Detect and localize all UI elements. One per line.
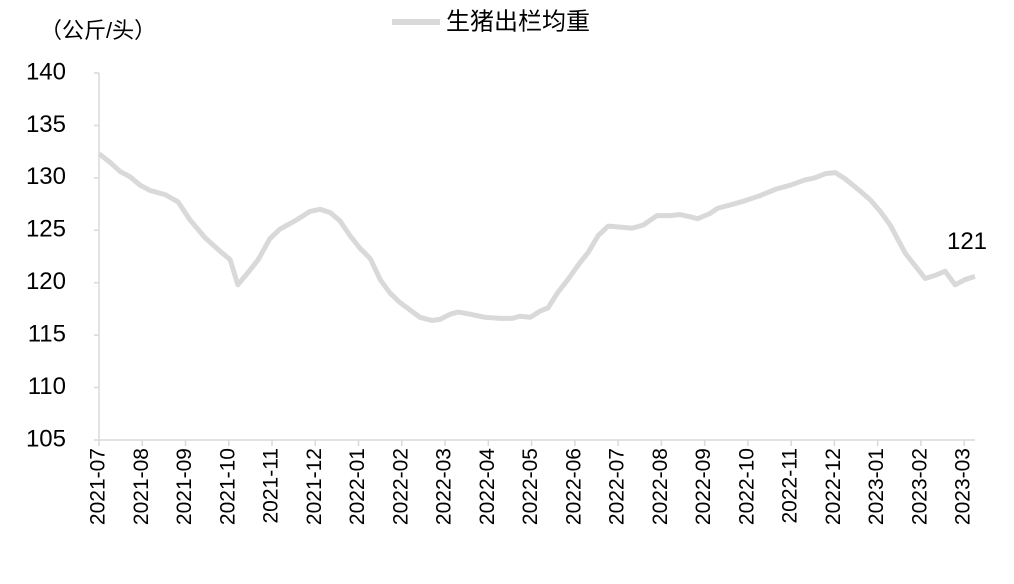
x-tick-label: 2023-03 <box>952 448 975 525</box>
x-tick-label: 2022-05 <box>519 448 542 525</box>
x-tick-label: 2022-12 <box>822 448 845 525</box>
x-tick-label: 2021-11 <box>260 448 283 524</box>
y-tick-label: 130 <box>26 163 66 190</box>
x-tick-label: 2022-06 <box>562 448 585 525</box>
x-tick-label: 2023-02 <box>908 448 931 525</box>
x-tick-label: 2022-01 <box>346 448 369 525</box>
x-tick-label: 2022-04 <box>476 448 499 525</box>
x-tick-label: 2022-11 <box>779 448 802 524</box>
annotation: 121 <box>947 228 987 255</box>
x-tick-label: 2022-02 <box>389 448 412 525</box>
x-tick-label: 2022-09 <box>692 448 715 525</box>
x-tick-label: 2022-08 <box>649 448 672 525</box>
x-tick-label: 2022-03 <box>433 448 456 525</box>
x-tick-label: 2022-07 <box>606 448 629 525</box>
y-tick-label: 110 <box>28 373 66 400</box>
y-tick-label: 105 <box>26 425 66 452</box>
y-axis-label: （公斤/头） <box>40 18 156 43</box>
x-tick-label: 2021-07 <box>87 448 110 525</box>
y-tick-label: 135 <box>26 111 66 138</box>
y-tick-label: 120 <box>26 268 66 295</box>
x-tick-label: 2021-09 <box>173 448 196 525</box>
x-tick-label: 2023-01 <box>865 448 888 525</box>
y-tick-label: 125 <box>26 216 66 243</box>
y-tick-label: 115 <box>28 320 66 347</box>
data-line <box>97 151 976 323</box>
x-tick-label: 2021-12 <box>303 448 326 525</box>
x-tick-label: 2022-10 <box>735 448 758 525</box>
x-tick-label: 2021-08 <box>130 448 153 525</box>
y-tick-label: 140 <box>26 58 66 85</box>
x-tick-label: 2021-10 <box>216 448 239 525</box>
legend-label: 生猪出栏均重 <box>446 8 590 35</box>
